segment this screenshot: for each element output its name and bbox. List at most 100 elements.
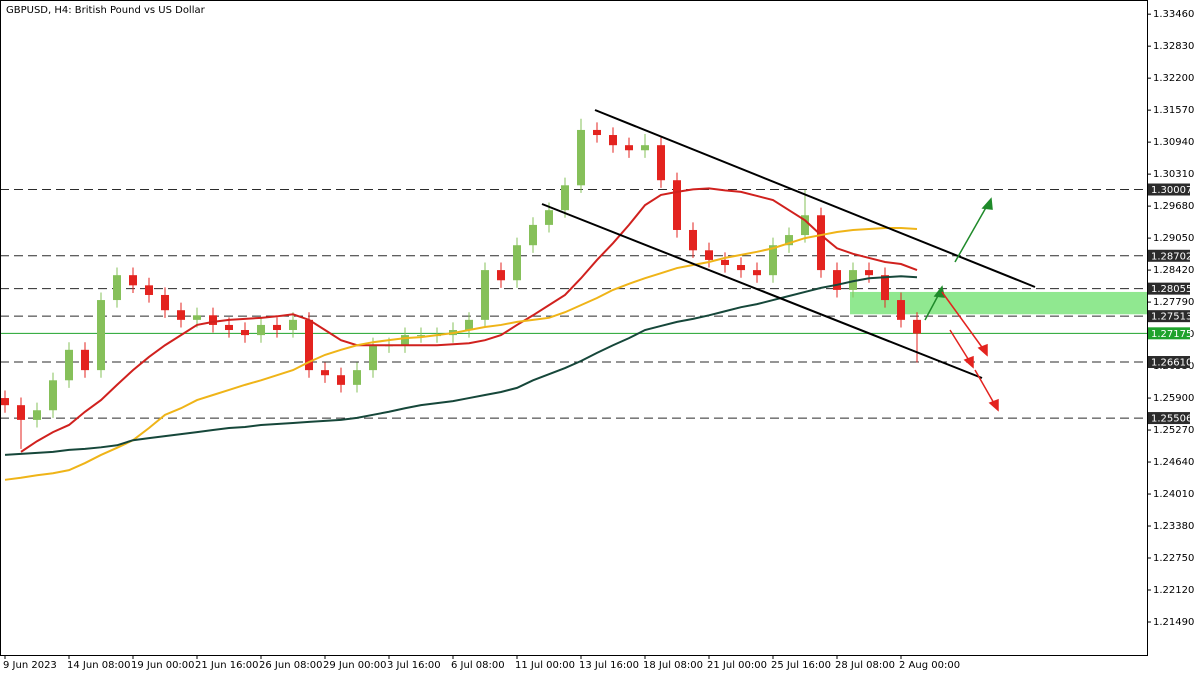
candle-body bbox=[257, 324, 265, 336]
candle-body bbox=[337, 375, 345, 385]
arrow bbox=[949, 329, 971, 363]
candle-body bbox=[721, 259, 729, 266]
arrow-head bbox=[963, 355, 974, 369]
y-tick-label: 1.32830 bbox=[1153, 41, 1194, 52]
drawings bbox=[541, 109, 1036, 412]
candle-body bbox=[465, 319, 473, 331]
arrow-head bbox=[977, 343, 988, 357]
candle-body bbox=[705, 250, 713, 260]
candle-body bbox=[913, 319, 921, 334]
channel-lower bbox=[541, 203, 983, 379]
channel-upper bbox=[594, 109, 1036, 288]
x-tick-label: 18 Jul 08:00 bbox=[643, 660, 703, 671]
candle-body bbox=[561, 185, 569, 211]
candle-body bbox=[401, 335, 409, 346]
candle-body bbox=[849, 270, 857, 290]
level-label: 1.27175 bbox=[1151, 329, 1192, 340]
y-tick-label: 1.33460 bbox=[1153, 9, 1194, 20]
level-label-bg bbox=[1148, 356, 1190, 369]
level-label-bg bbox=[1148, 282, 1190, 295]
candle-body bbox=[609, 135, 617, 146]
y-tick-label: 1.24010 bbox=[1153, 489, 1194, 500]
candle-body bbox=[241, 330, 249, 336]
bull-arrows bbox=[924, 197, 993, 321]
moving-average bbox=[4, 275, 918, 456]
candle-body bbox=[33, 410, 41, 420]
y-tick-label: 1.25900 bbox=[1153, 393, 1194, 404]
level-label-bg bbox=[1148, 183, 1190, 196]
x-tick-label: 14 Jun 08:00 bbox=[67, 660, 131, 671]
y-tick-label: 1.22750 bbox=[1153, 553, 1194, 564]
candle-body bbox=[65, 349, 73, 381]
arrow bbox=[954, 203, 989, 263]
candle-body bbox=[529, 224, 537, 246]
x-tick-label: 21 Jul 00:00 bbox=[707, 660, 767, 671]
candle-body bbox=[97, 300, 105, 371]
candle-body bbox=[305, 319, 313, 371]
y-tick-label: 1.28420 bbox=[1153, 265, 1194, 276]
candle-body bbox=[145, 285, 153, 295]
y-tick-label: 1.30940 bbox=[1153, 137, 1194, 148]
candle-body bbox=[593, 129, 601, 136]
level-label-bg bbox=[1148, 327, 1190, 340]
candle-body bbox=[177, 310, 185, 320]
candle-body bbox=[129, 275, 137, 286]
candle-body bbox=[833, 270, 841, 290]
candle-body bbox=[769, 245, 777, 276]
candle-body bbox=[785, 235, 793, 246]
y-tick-label: 1.25270 bbox=[1153, 425, 1194, 436]
level-label: 1.28055 bbox=[1151, 284, 1192, 295]
candle-body bbox=[289, 319, 297, 331]
x-tick-label: 26 Jun 08:00 bbox=[259, 660, 323, 671]
y-tick-label: 1.29050 bbox=[1153, 233, 1194, 244]
x-tick-label: 19 Jun 00:00 bbox=[131, 660, 195, 671]
candle-body bbox=[897, 300, 905, 320]
x-tick-label: 11 Jul 00:00 bbox=[515, 660, 575, 671]
candle-body bbox=[353, 370, 361, 385]
zone bbox=[850, 291, 1147, 315]
level-label: 1.27513 bbox=[1151, 312, 1192, 323]
y-tick-label: 1.30310 bbox=[1153, 169, 1194, 180]
level-label: 1.28702 bbox=[1151, 251, 1192, 262]
candle-body bbox=[369, 345, 377, 371]
y-tick-label: 1.24640 bbox=[1153, 457, 1194, 468]
moving-average bbox=[20, 187, 918, 453]
y-tick-label: 1.31570 bbox=[1153, 105, 1194, 116]
level-label: 1.30007 bbox=[1151, 185, 1192, 196]
x-tick-label: 9 Jun 2023 bbox=[3, 660, 57, 671]
candle-body bbox=[753, 270, 761, 276]
level-label: 1.26610 bbox=[1151, 358, 1192, 369]
candle-body bbox=[817, 215, 825, 271]
y-tick-label: 1.21490 bbox=[1153, 617, 1194, 628]
candle-body bbox=[81, 349, 89, 371]
level-label-bg bbox=[1148, 310, 1190, 323]
y-tick-label: 1.22120 bbox=[1153, 585, 1194, 596]
level-label-bg bbox=[1148, 412, 1190, 425]
candle-body bbox=[225, 324, 233, 331]
candle-body bbox=[625, 145, 633, 151]
arrow bbox=[974, 369, 996, 406]
candle-body bbox=[865, 270, 873, 276]
candle-body bbox=[577, 129, 585, 186]
candle-body bbox=[193, 315, 201, 320]
arrow bbox=[941, 291, 985, 351]
candle-body bbox=[161, 294, 169, 311]
candle-body bbox=[1, 398, 9, 406]
candle-body bbox=[17, 405, 25, 420]
x-tick-label: 13 Jul 16:00 bbox=[579, 660, 639, 671]
chart-title: GBPUSD, H4: British Pound vs US Dollar bbox=[6, 5, 206, 16]
arrow-head bbox=[933, 285, 945, 298]
plot-area bbox=[0, 118, 1147, 481]
y-tick-label: 1.23380 bbox=[1153, 521, 1194, 532]
candle-body bbox=[545, 210, 553, 225]
x-tick-label: 2 Aug 00:00 bbox=[899, 660, 960, 671]
y-tick-label: 1.32200 bbox=[1153, 73, 1194, 84]
arrow-head bbox=[988, 398, 999, 412]
candle-body bbox=[321, 370, 329, 376]
candle-body bbox=[689, 229, 697, 251]
arrow-head bbox=[981, 197, 993, 210]
level-label-bg bbox=[1148, 249, 1190, 262]
candle-body bbox=[673, 180, 681, 230]
candle-body bbox=[209, 315, 217, 325]
